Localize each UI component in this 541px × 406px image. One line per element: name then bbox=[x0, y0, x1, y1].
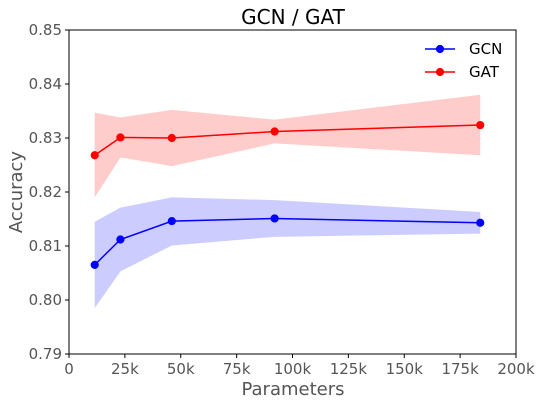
x-tick-label: 75k bbox=[223, 360, 251, 378]
gat-data-point bbox=[167, 133, 176, 143]
gcn-legend-label: GCN bbox=[469, 40, 502, 58]
x-axis-ticks: 0 25k 50k 75k 100k 125k 150k 175k 200k bbox=[64, 354, 535, 378]
gat-data-point bbox=[90, 151, 99, 160]
gat-legend-marker bbox=[435, 67, 445, 77]
gcn-data-point bbox=[90, 260, 99, 269]
y-tick-label: 0.81 bbox=[29, 237, 62, 255]
x-tick-label: 125k bbox=[330, 360, 368, 378]
series-points bbox=[90, 120, 485, 269]
gcn-data-point bbox=[116, 235, 125, 244]
gcn-data-point bbox=[167, 217, 176, 226]
y-tick-label: 0.83 bbox=[29, 129, 62, 147]
gat-confidence-band bbox=[94, 94, 481, 198]
x-tick-label: 175k bbox=[441, 360, 479, 378]
confidence-bands bbox=[94, 94, 481, 309]
y-tick-label: 0.79 bbox=[29, 345, 62, 363]
y-tick-label: 0.80 bbox=[29, 291, 62, 309]
x-tick-label: 100k bbox=[274, 360, 312, 378]
x-tick-label: 200k bbox=[497, 360, 535, 378]
x-tick-label: 150k bbox=[386, 360, 424, 378]
x-tick-label: 50k bbox=[167, 360, 195, 378]
gcn-confidence-band bbox=[94, 197, 481, 309]
gat-data-point bbox=[270, 127, 279, 136]
legend: GCN GAT bbox=[425, 40, 502, 81]
x-tick-label: 0 bbox=[64, 360, 74, 378]
gat-data-point bbox=[116, 133, 125, 142]
chart-title: GCN / GAT bbox=[241, 5, 346, 29]
y-axis-ticks: 0.79 0.80 0.81 0.82 0.83 0.84 0.85 bbox=[29, 21, 69, 363]
x-tick-label: 25k bbox=[111, 360, 139, 378]
gcn-data-point bbox=[270, 214, 279, 223]
y-tick-label: 0.84 bbox=[29, 75, 62, 93]
y-tick-label: 0.85 bbox=[29, 21, 62, 39]
x-axis-label: Parameters bbox=[241, 379, 344, 400]
y-tick-label: 0.82 bbox=[29, 183, 62, 201]
y-axis-label: Accuracy bbox=[6, 151, 27, 234]
gcn-legend-marker bbox=[435, 44, 445, 54]
gat-legend-label: GAT bbox=[469, 63, 500, 81]
gcn-data-point bbox=[476, 218, 485, 227]
gat-data-point bbox=[476, 120, 485, 130]
